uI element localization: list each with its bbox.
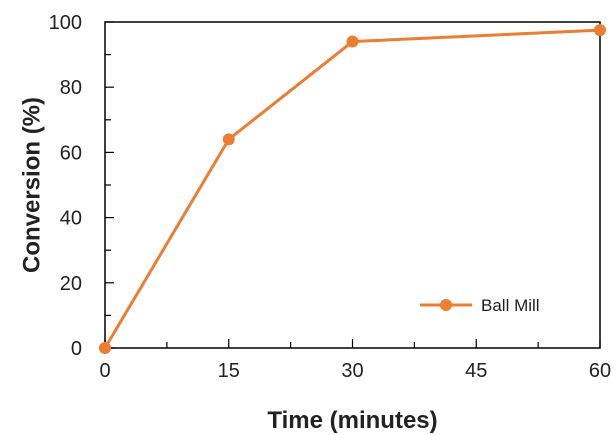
- x-tick-labels: 0 15 30 45 60: [99, 360, 611, 382]
- y-tick-label: 100: [49, 12, 82, 34]
- y-tick-label: 20: [60, 273, 82, 295]
- y-tick-label: 40: [60, 208, 82, 230]
- legend: Ball Mill: [420, 296, 540, 315]
- y-tick-label: 0: [71, 338, 82, 360]
- x-tick-label: 15: [218, 360, 240, 382]
- legend-marker: [440, 299, 452, 311]
- data-point: [594, 24, 606, 37]
- series-line: [103, 28, 601, 349]
- x-tick-label: 60: [589, 360, 611, 382]
- data-point: [222, 133, 235, 146]
- series-layer: [99, 24, 606, 354]
- ticks-layer: [104, 21, 601, 349]
- plot-area-group: [104, 21, 601, 349]
- x-tick-label: 30: [341, 360, 363, 382]
- y-tick-labels: 0 20 40 60 80 100: [49, 12, 82, 360]
- y-tick-label: 60: [60, 142, 82, 164]
- data-point: [99, 342, 111, 354]
- x-axis-title: Time (minutes): [267, 407, 437, 434]
- data-point: [346, 35, 359, 48]
- x-tick-label: 0: [99, 360, 110, 382]
- legend-label: Ball Mill: [481, 296, 540, 315]
- x-tick-label: 45: [465, 360, 487, 382]
- plot-area: [104, 21, 601, 349]
- y-tick-label: 80: [60, 77, 82, 99]
- y-axis-title: Conversion (%): [19, 97, 46, 273]
